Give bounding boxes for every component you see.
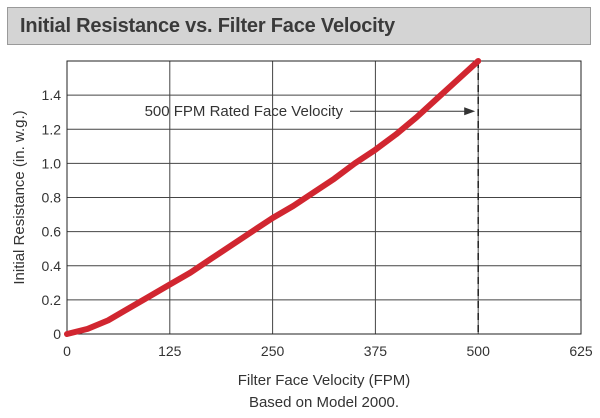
x-tick-label: 625 xyxy=(569,343,593,359)
y-axis-label: Initial Resistance (in. w.g.) xyxy=(11,110,28,284)
y-axis-ticks: 0 0.2 0.4 0.6 0.8 1.0 1.2 1.4 xyxy=(42,87,62,342)
grid xyxy=(66,61,582,335)
x-axis-label: Filter Face Velocity (FPM) xyxy=(238,372,411,389)
y-tick-label: 0.4 xyxy=(42,258,62,274)
chart-title-bar: Initial Resistance vs. Filter Face Veloc… xyxy=(7,7,591,45)
y-tick-label: 0.8 xyxy=(42,190,62,206)
y-tick-label: 1.2 xyxy=(42,121,62,137)
x-tick-label: 375 xyxy=(364,343,388,359)
plot-frame xyxy=(66,60,582,335)
y-tick-label: 1.0 xyxy=(42,155,62,171)
resistance-curve xyxy=(64,58,482,337)
chart-subtitle: Based on Model 2000. xyxy=(249,394,399,411)
x-tick-label: 125 xyxy=(158,343,182,359)
y-tick-label: 0 xyxy=(53,326,61,342)
y-tick-label: 0.6 xyxy=(42,224,62,240)
y-tick-label: 0.2 xyxy=(42,292,62,308)
annotation-arrow-head-icon xyxy=(464,107,476,116)
y-tick-label: 1.4 xyxy=(42,87,62,103)
x-tick-label: 0 xyxy=(63,343,71,359)
x-tick-label: 500 xyxy=(467,343,491,359)
x-tick-label: 250 xyxy=(261,343,285,359)
x-axis-ticks: 0 125 250 375 500 625 xyxy=(63,343,593,359)
chart-title: Initial Resistance vs. Filter Face Veloc… xyxy=(20,15,395,37)
rated-velocity-annotation: 500 FPM Rated Face Velocity xyxy=(145,103,344,120)
